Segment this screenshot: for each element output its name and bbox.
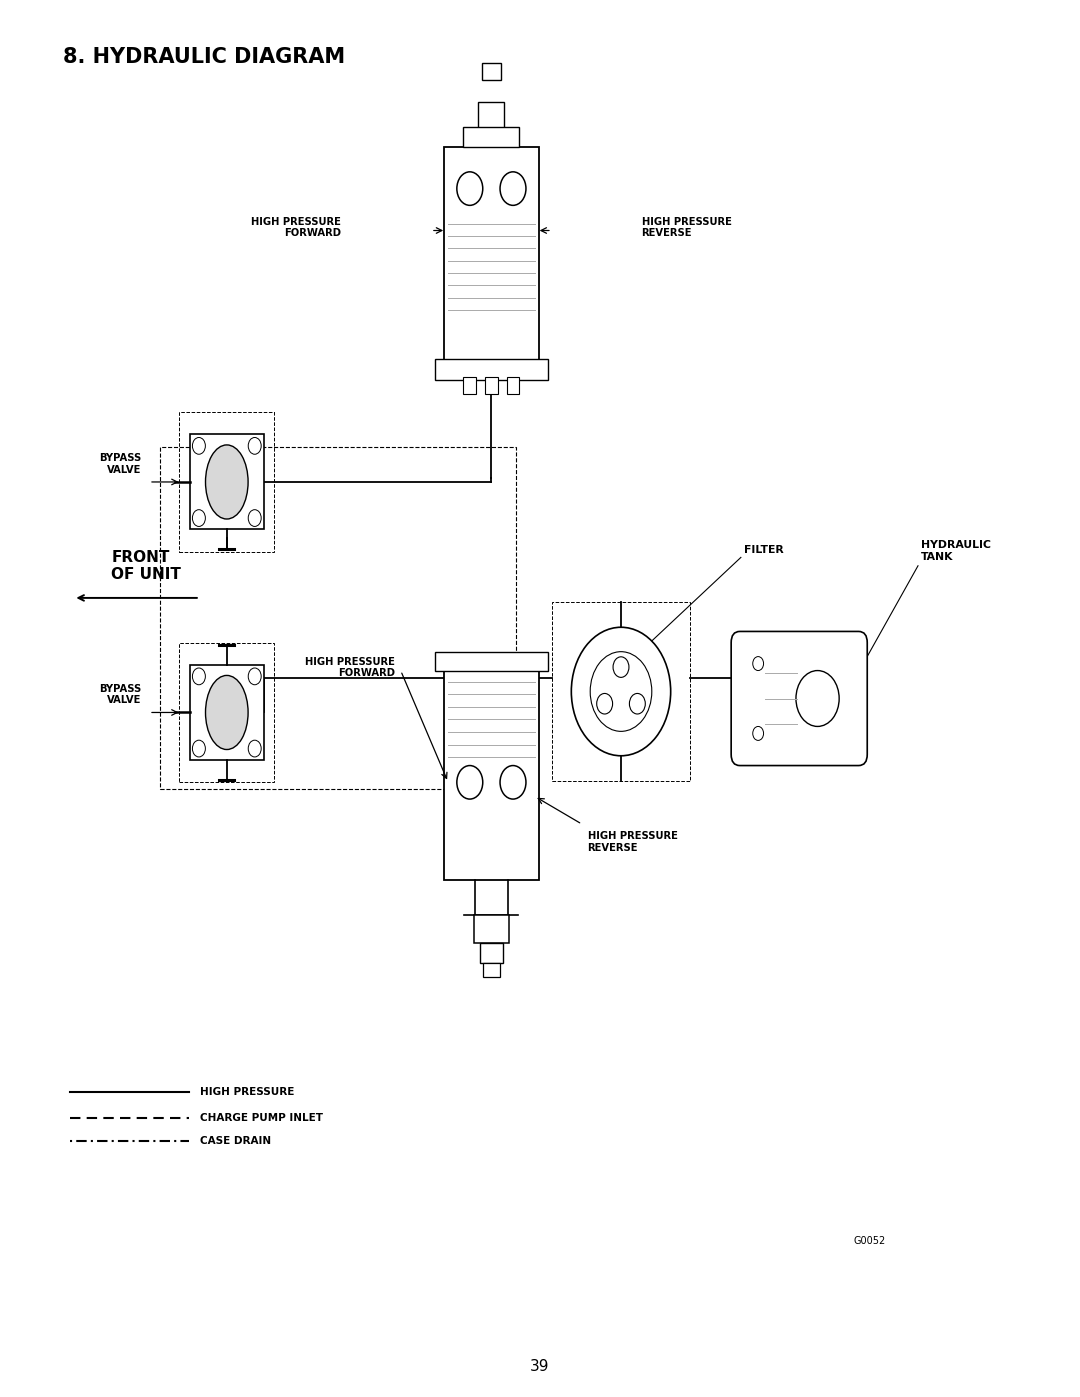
Text: 39: 39 xyxy=(530,1359,550,1373)
Bar xyxy=(480,943,503,963)
Bar xyxy=(179,643,274,782)
Circle shape xyxy=(248,668,261,685)
Bar xyxy=(444,657,539,880)
Circle shape xyxy=(571,627,671,756)
Bar xyxy=(474,915,509,943)
Bar xyxy=(463,377,476,394)
Bar xyxy=(444,147,539,363)
Text: G0052: G0052 xyxy=(853,1235,886,1246)
Bar xyxy=(435,652,548,671)
Text: HIGH PRESSURE
REVERSE: HIGH PRESSURE REVERSE xyxy=(588,831,677,852)
Circle shape xyxy=(248,437,261,454)
Text: FRONT
OF UNIT: FRONT OF UNIT xyxy=(111,549,181,583)
Bar xyxy=(179,412,274,552)
Circle shape xyxy=(192,668,205,685)
Circle shape xyxy=(500,766,526,799)
Circle shape xyxy=(192,437,205,454)
Text: BYPASS
VALVE: BYPASS VALVE xyxy=(99,454,141,475)
Circle shape xyxy=(753,726,764,740)
Bar xyxy=(435,359,548,380)
Text: CHARGE PUMP INLET: CHARGE PUMP INLET xyxy=(200,1112,323,1123)
Circle shape xyxy=(457,766,483,799)
Ellipse shape xyxy=(205,675,248,750)
Circle shape xyxy=(753,657,764,671)
Circle shape xyxy=(630,693,645,714)
Circle shape xyxy=(613,657,629,678)
Bar xyxy=(190,434,264,529)
Circle shape xyxy=(457,172,483,205)
Circle shape xyxy=(590,651,652,732)
Text: HYDRAULIC
TANK: HYDRAULIC TANK xyxy=(921,541,991,562)
Text: HIGH PRESSURE: HIGH PRESSURE xyxy=(200,1087,294,1098)
FancyBboxPatch shape xyxy=(731,631,867,766)
Circle shape xyxy=(248,740,261,757)
Bar xyxy=(552,602,690,781)
Bar xyxy=(485,377,498,394)
Circle shape xyxy=(248,510,261,527)
Bar xyxy=(478,102,504,130)
Circle shape xyxy=(500,172,526,205)
Circle shape xyxy=(192,740,205,757)
Bar xyxy=(482,63,501,80)
Text: HIGH PRESSURE
FORWARD: HIGH PRESSURE FORWARD xyxy=(252,217,341,237)
Bar xyxy=(463,127,519,147)
Text: HIGH PRESSURE
FORWARD: HIGH PRESSURE FORWARD xyxy=(306,657,395,678)
Circle shape xyxy=(796,671,839,726)
Text: FILTER: FILTER xyxy=(744,545,784,555)
Ellipse shape xyxy=(205,444,248,520)
Circle shape xyxy=(597,693,612,714)
Text: HIGH PRESSURE
REVERSE: HIGH PRESSURE REVERSE xyxy=(642,217,731,237)
Text: 8. HYDRAULIC DIAGRAM: 8. HYDRAULIC DIAGRAM xyxy=(63,47,345,67)
Bar xyxy=(507,377,519,394)
Circle shape xyxy=(192,510,205,527)
Bar xyxy=(483,963,500,977)
Text: BYPASS
VALVE: BYPASS VALVE xyxy=(99,685,141,705)
Bar xyxy=(190,665,264,760)
Text: CASE DRAIN: CASE DRAIN xyxy=(200,1136,271,1147)
Bar xyxy=(160,447,516,789)
